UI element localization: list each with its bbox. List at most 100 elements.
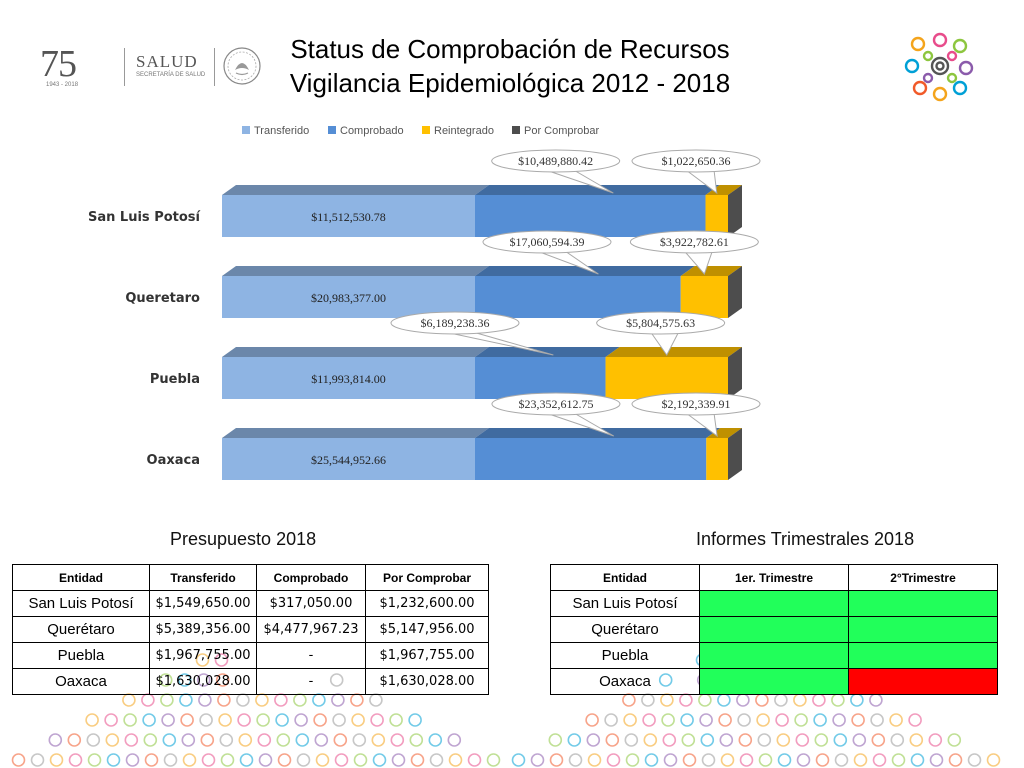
bar-side-face: [728, 347, 742, 399]
decorative-ring: [11, 753, 26, 767]
decorative-ring: [777, 753, 792, 767]
decorative-ring: [699, 713, 713, 727]
decorative-ring: [67, 733, 82, 747]
decorative-ring: [144, 753, 159, 767]
decorative-ring: [163, 753, 178, 767]
decorative-ring: [49, 753, 64, 767]
decorative-ring: [86, 733, 101, 747]
data-label: $20,983,377.00: [311, 291, 386, 305]
decorative-ring: [350, 693, 364, 707]
bar-segment: [475, 195, 706, 237]
callout-bubble: [491, 392, 621, 416]
decorative-ring: [948, 753, 963, 767]
legend-label: Reintegrado: [434, 125, 494, 137]
decorative-ring: [662, 733, 677, 747]
decorative-ring: [853, 753, 868, 767]
status-cell: [699, 590, 849, 617]
decorative-ring: [986, 753, 1001, 767]
decorative-ring: [390, 733, 405, 747]
decorative-ring: [530, 753, 545, 767]
decorative-ring: [644, 753, 659, 767]
logo-years-text: 1943 - 2018: [46, 82, 79, 88]
bar-top-face: [475, 185, 720, 195]
decorative-ring: [549, 753, 564, 767]
bar-top-face: [475, 347, 620, 357]
table-cell: San Luis Potosí: [550, 590, 700, 617]
decorative-ring: [756, 713, 770, 727]
decorative-ring: [333, 733, 348, 747]
decorative-ring: [85, 713, 99, 727]
decorative-ring: [201, 753, 216, 767]
table-cell: $317,050.00: [256, 590, 366, 617]
presupuesto-table: Entidad Transferido Comprobado Por Compr…: [12, 564, 489, 695]
decorative-ring: [258, 753, 273, 767]
table-cell: San Luis Potosí: [12, 590, 150, 617]
status-cell: [848, 668, 998, 695]
table-cell: Oaxaca: [12, 668, 150, 695]
decorative-ring: [295, 733, 310, 747]
decorative-ring: [371, 733, 386, 747]
bar-segment: [475, 438, 707, 480]
callout-bubble: [631, 392, 761, 416]
decorative-ring: [218, 713, 232, 727]
table-cell: Querétaro: [550, 616, 700, 643]
legend-swatch: [328, 126, 336, 134]
decorative-ring: [757, 733, 772, 747]
decorative-ring: [605, 733, 620, 747]
decorative-ring: [833, 733, 848, 747]
status-cell: [699, 616, 849, 643]
decorative-ring: [814, 733, 829, 747]
decorative-ring: [467, 753, 482, 767]
table-row: Querétaro: [550, 616, 998, 643]
decorative-ring: [738, 733, 753, 747]
decorative-ring: [604, 713, 618, 727]
bar-top-face: [705, 185, 742, 195]
column-header: 2°Trimestre: [848, 564, 998, 591]
decorative-ring: [795, 733, 810, 747]
decorative-ring: [794, 713, 808, 727]
salud-75-logo: 75 1943 - 2018 SALUD SECRETARÍA DE SALUD: [40, 40, 261, 96]
bar-segment: [680, 276, 728, 318]
national-seal-icon: [223, 47, 261, 85]
decorative-ring: [870, 713, 884, 727]
table-header-row: Entidad Transferido Comprobado Por Compr…: [12, 564, 489, 591]
decorative-ring: [334, 753, 349, 767]
table-cell: $1,967,755.00: [149, 642, 257, 669]
decorative-ring: [296, 753, 311, 767]
page-title: Status de Comprobación de Recursos Vigil…: [250, 32, 770, 100]
callout-bubble: [390, 311, 520, 335]
decorative-ring: [239, 753, 254, 767]
bar-top-face: [222, 347, 489, 357]
decorative-ring: [182, 753, 197, 767]
status-cell: [848, 642, 998, 669]
table-cell: -: [256, 642, 366, 669]
category-label: San Luis Potosí: [88, 210, 202, 225]
table-row: Querétaro $5,389,356.00 $4,477,967.23 $5…: [12, 616, 489, 643]
status-cell: [699, 642, 849, 669]
decorative-ring: [123, 713, 137, 727]
decorative-ring: [774, 693, 788, 707]
table-row: San Luis Potosí $1,549,650.00 $317,050.0…: [12, 590, 489, 617]
decorative-ring: [872, 753, 887, 767]
decorative-ring: [486, 753, 501, 767]
data-label: $1,022,650.36: [662, 154, 731, 168]
data-label: $2,192,339.91: [662, 397, 731, 411]
column-header: Transferido: [149, 564, 257, 591]
table-row: Oaxaca $1,630,028.00 - $1,630,028.00: [12, 668, 489, 695]
decorative-ring: [314, 733, 329, 747]
data-label: $10,489,880.42: [518, 154, 593, 168]
logo-divider: [214, 48, 215, 86]
status-cell: [699, 668, 849, 695]
decorative-ring: [408, 713, 422, 727]
decorative-ring: [142, 713, 156, 727]
decorative-ring: [682, 753, 697, 767]
bar-top-face: [475, 266, 695, 276]
decorative-ring: [737, 713, 751, 727]
decorative-ring: [718, 713, 732, 727]
informes-table: Entidad 1er. Trimestre 2°Trimestre San L…: [550, 564, 998, 695]
data-label: $25,544,952.66: [311, 453, 386, 467]
data-label: $23,352,612.75: [518, 397, 593, 411]
bar-segment: [605, 357, 728, 399]
decorative-ring: [219, 733, 234, 747]
decorative-ring: [372, 753, 387, 767]
